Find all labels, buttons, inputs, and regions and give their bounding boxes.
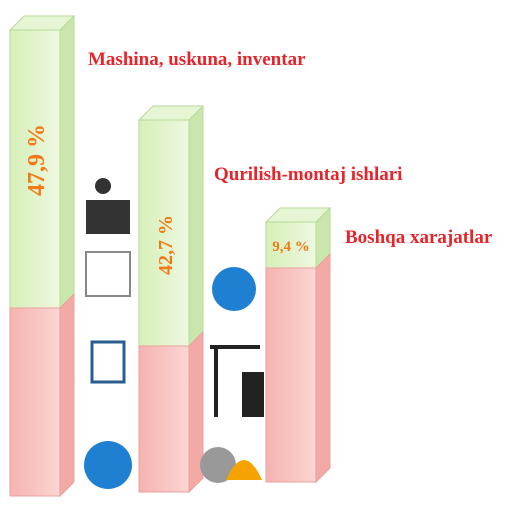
value-label: 9,4 %: [272, 239, 310, 255]
icons: [84, 178, 264, 489]
item-label: Qurilish-montaj ishlari: [214, 164, 402, 185]
column: [137, 104, 205, 494]
item-label: Boshqa xarajatlar: [345, 227, 493, 248]
column: [8, 14, 76, 498]
value-label: 42,7 %: [155, 215, 177, 275]
value-label: 47,9 %: [24, 124, 50, 196]
item-label: Mashina, uskuna, inventar: [88, 49, 306, 70]
column: [264, 206, 332, 484]
